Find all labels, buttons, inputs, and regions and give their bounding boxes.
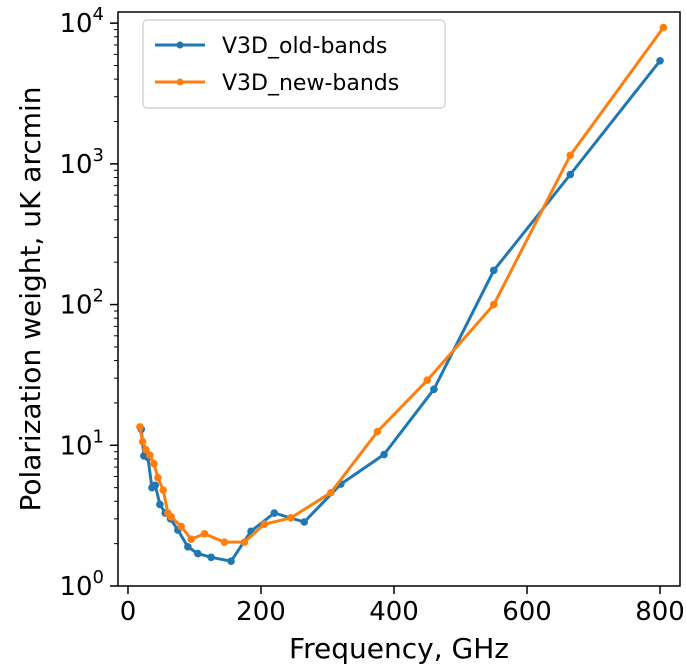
legend-label-old-bands: V3D_old-bands [222, 34, 387, 59]
data-point [270, 509, 279, 517]
series-line-0 [139, 59, 662, 563]
data-point [159, 486, 168, 494]
data-point [430, 385, 438, 394]
data-point [566, 151, 575, 160]
legend-label-new-bands: V3D_new-bands [222, 71, 399, 96]
y-tick-label: 102 [59, 286, 104, 321]
data-point [566, 170, 575, 179]
legend: V3D_old-bands V3D_new-bands [142, 19, 446, 109]
y-tick-label: 101 [59, 426, 104, 461]
series-line-1 [138, 26, 665, 544]
plot-frame [117, 11, 681, 587]
data-point [167, 513, 176, 521]
data-point [187, 535, 195, 544]
y-axis-ticks: 100 101 102 103 104 [59, 4, 118, 602]
data-point [423, 376, 432, 385]
data-point [207, 553, 215, 562]
data-point [146, 451, 154, 460]
series-layer [136, 23, 668, 566]
data-point [300, 518, 309, 526]
y-tick-label: 103 [59, 145, 104, 180]
data-point [136, 423, 144, 431]
x-axis-label: Frequency, GHz [289, 632, 509, 665]
data-point [489, 266, 498, 275]
data-point [156, 500, 164, 509]
legend-box [142, 19, 446, 109]
data-point [240, 538, 249, 546]
x-axis-ticks: 0 200 400 600 800 [120, 586, 685, 627]
data-point [177, 522, 185, 531]
y-tick-label: 104 [59, 4, 104, 39]
data-point [194, 549, 202, 558]
data-point [142, 445, 150, 454]
x-tick-label: 800 [635, 597, 685, 627]
data-point [327, 488, 335, 497]
data-point [659, 23, 668, 32]
data-point [227, 557, 235, 566]
x-tick-label: 600 [502, 597, 552, 627]
x-tick-label: 400 [369, 597, 419, 627]
legend-marker-new-bands [176, 78, 184, 86]
data-point [656, 56, 664, 65]
data-point [373, 427, 382, 436]
data-point [154, 473, 162, 482]
x-tick-label: 200 [236, 597, 286, 627]
y-tick-label: 100 [59, 567, 104, 602]
data-point [200, 529, 209, 538]
data-point [151, 481, 160, 490]
legend-marker-old-bands [176, 41, 184, 49]
data-point [220, 538, 229, 546]
y-axis-label: Polarization weight, uK arcmin [14, 86, 47, 511]
x-tick-label: 0 [120, 597, 137, 627]
data-point [260, 520, 269, 528]
data-point [150, 459, 158, 468]
data-point [287, 514, 295, 522]
data-point [380, 450, 388, 459]
data-point [489, 300, 498, 309]
data-point [184, 542, 192, 551]
data-point [138, 437, 147, 446]
